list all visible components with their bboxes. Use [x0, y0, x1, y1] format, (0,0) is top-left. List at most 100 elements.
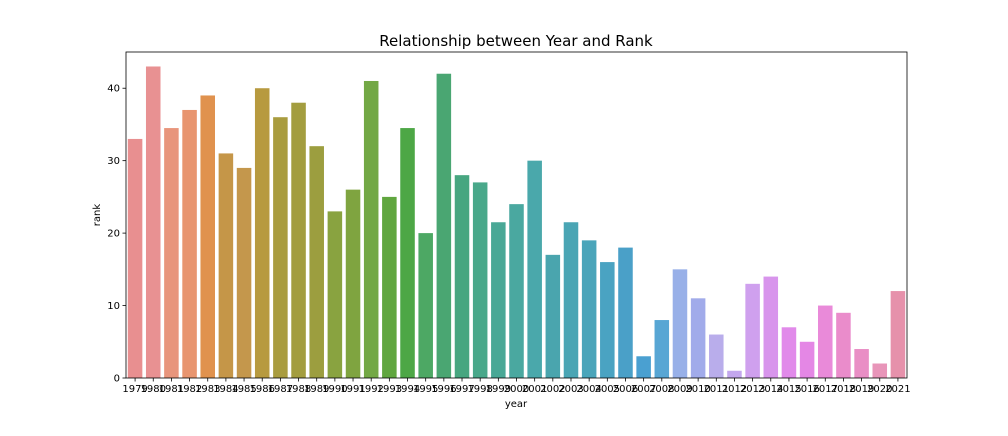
bar-2006 [618, 247, 633, 378]
x-tick-label: 2012 [722, 384, 747, 395]
x-tick-label: 1984 [213, 384, 238, 395]
x-tick-label: 2020 [867, 384, 892, 395]
x-axis-label: year [505, 399, 528, 410]
bar-1995 [418, 233, 433, 378]
x-tick-label: 2010 [685, 384, 710, 395]
x-tick-label: 2019 [849, 384, 874, 395]
y-tick-label: 10 [107, 301, 120, 312]
bar-1998 [472, 182, 488, 378]
x-tick-label: 2014 [758, 384, 783, 395]
bar-1984 [218, 153, 234, 378]
bar-2003 [563, 222, 579, 378]
x-tick-label: 2013 [740, 384, 765, 395]
x-tick-label: 2011 [704, 384, 729, 395]
plot-frame [125, 51, 908, 379]
x-tick-label: 1987 [268, 384, 293, 395]
bar-2004 [581, 240, 597, 378]
x-tick-label: 1999 [486, 384, 511, 395]
x-tick-label: 2004 [576, 384, 601, 395]
bar-2020 [872, 363, 888, 378]
bar-2001 [527, 160, 542, 378]
bar-2011 [709, 334, 724, 378]
x-tick-label: 1992 [358, 384, 383, 395]
x-tick-label: 1995 [413, 384, 438, 395]
bar-2009 [672, 269, 688, 378]
x-tick-label: 1985 [231, 384, 256, 395]
x-tick-label: 2009 [667, 384, 692, 395]
x-tick-label: 1986 [249, 384, 274, 395]
x-tick-label: 1988 [286, 384, 311, 395]
bar-1999 [491, 222, 506, 378]
x-tick-label: 2008 [649, 384, 674, 395]
bar-1994 [400, 128, 415, 378]
x-tick-label: 2000 [504, 384, 529, 395]
bar-1982 [182, 109, 197, 378]
x-tick-label: 1981 [159, 384, 184, 395]
bar-2013 [745, 283, 760, 378]
bar-2008 [654, 320, 670, 378]
bar-2005 [600, 262, 615, 378]
x-tick-label: 2016 [794, 384, 819, 395]
bar-1980 [145, 66, 161, 378]
x-tick-label: 1996 [431, 384, 456, 395]
bar-1985 [236, 167, 252, 378]
bar-1988 [291, 102, 306, 378]
bar-1986 [254, 88, 270, 378]
x-tick-label: 1990 [322, 384, 347, 395]
bars-group [127, 66, 906, 378]
x-tick-label: 1980 [141, 384, 166, 395]
bar-1981 [164, 128, 179, 378]
x-tick-label: 2005 [595, 384, 620, 395]
x-tick-label: 2015 [776, 384, 801, 395]
x-tick-label: 2021 [885, 384, 910, 395]
y-tick-label: 20 [107, 229, 120, 240]
bar-2000 [509, 204, 524, 378]
y-tick-label: 30 [107, 156, 120, 167]
bar-2016 [799, 341, 815, 378]
bar-2007 [636, 356, 651, 378]
bar-2015 [781, 327, 797, 378]
bar-2012 [727, 370, 742, 378]
bar-1997 [454, 175, 470, 378]
x-tick-label: 2001 [522, 384, 547, 395]
y-axis-ticks: 0 10 20 30 40 [107, 84, 126, 385]
bar-2010 [690, 298, 706, 378]
x-tick-label: 2003 [558, 384, 583, 395]
x-tick-label: 2002 [540, 384, 565, 395]
x-tick-label: 2007 [631, 384, 656, 395]
x-tick-label: 2006 [613, 384, 638, 395]
x-tick-label: 1983 [195, 384, 220, 395]
bar-2018 [836, 312, 851, 378]
bar-1996 [436, 73, 452, 378]
y-tick-label: 40 [107, 84, 120, 95]
chart-title: Relationship between Year and Rank [379, 32, 653, 50]
x-tick-label: 1991 [340, 384, 365, 395]
bar-1987 [273, 117, 288, 378]
bar-2017 [818, 305, 833, 378]
x-axis-ticks: 1979198019811982198319841985198619871988… [122, 378, 911, 395]
bar-1990 [327, 211, 343, 378]
bar-1989 [309, 146, 324, 378]
bar-2019 [854, 349, 869, 378]
x-tick-label: 1997 [449, 384, 474, 395]
bar-2021 [890, 291, 906, 378]
x-tick-label: 2018 [831, 384, 856, 395]
bar-1992 [363, 80, 379, 378]
x-tick-label: 1993 [377, 384, 402, 395]
bar-2002 [545, 254, 561, 378]
bar-2014 [763, 276, 779, 378]
bar-1993 [382, 196, 397, 378]
x-tick-label: 1979 [122, 384, 147, 395]
bar-1979 [127, 138, 143, 378]
bar-1983 [200, 95, 215, 378]
y-axis-label: rank [92, 204, 103, 227]
x-tick-label: 1989 [304, 384, 329, 395]
x-tick-label: 2017 [813, 384, 838, 395]
y-tick-label: 0 [114, 374, 120, 385]
x-tick-label: 1998 [467, 384, 492, 395]
x-tick-label: 1994 [395, 384, 420, 395]
bar-1991 [345, 189, 361, 378]
x-tick-label: 1982 [177, 384, 202, 395]
